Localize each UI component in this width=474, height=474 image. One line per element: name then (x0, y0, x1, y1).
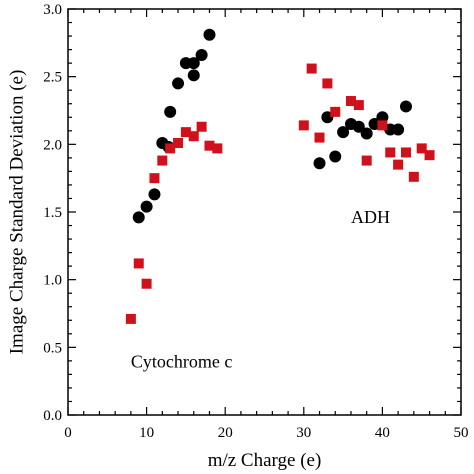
data-point-square (345, 96, 356, 107)
data-point-square (157, 155, 168, 166)
data-point-square (188, 131, 199, 142)
y-axis-title: Image Charge Standard Deviation (e) (6, 70, 27, 355)
data-point-square (361, 155, 372, 166)
data-point-square (165, 143, 176, 154)
data-point-square (424, 150, 435, 161)
y-tick-label: 2.5 (43, 70, 62, 86)
data-point-circle (187, 69, 200, 82)
data-point-square (330, 106, 341, 117)
data-point-square (141, 278, 152, 289)
data-point-circle (132, 211, 145, 224)
y-tick-label: 1.5 (43, 205, 62, 221)
data-point-square (408, 171, 419, 182)
data-point-circle (399, 100, 412, 113)
data-point-square (353, 100, 364, 111)
annotation-cytochrome-c: Cytochrome c (131, 352, 232, 372)
data-point-square (196, 121, 207, 132)
data-point-circle (392, 123, 405, 136)
data-point-square (377, 120, 388, 131)
data-point-circle (148, 188, 161, 201)
data-point-square (400, 147, 411, 158)
x-tick-label: 30 (296, 425, 311, 441)
data-point-square (149, 173, 160, 184)
data-point-square (125, 313, 136, 324)
tick-labels: 0 10 20 30 40 50 0.0 0.5 1.0 1.5 2.0 2.5 3.0 (43, 2, 468, 441)
y-tick-label: 1.0 (43, 273, 62, 289)
data-point-circle (164, 105, 177, 118)
data-point-square (385, 147, 396, 158)
data-point-square (212, 143, 223, 154)
data-point-circle (203, 28, 216, 41)
data-point-square (180, 127, 191, 138)
plot-frame (67, 8, 462, 416)
data-point-circle (140, 200, 153, 213)
y-tick-label: 3.0 (43, 2, 62, 18)
data-point-circle (360, 127, 373, 140)
data-point-circle (376, 111, 389, 124)
data-point-square (173, 137, 184, 148)
data-point-circle (313, 157, 326, 170)
data-point-circle (172, 77, 185, 90)
data-point-circle (329, 150, 342, 163)
points-layer (125, 28, 435, 324)
y-tick-label: 0.0 (43, 408, 62, 424)
data-point-circle (352, 120, 365, 133)
y-tick-label: 0.5 (43, 340, 62, 356)
data-point-square (133, 258, 144, 269)
data-point-square (322, 78, 333, 89)
x-tick-label: 40 (375, 425, 390, 441)
x-tick-label: 0 (64, 425, 72, 441)
data-point-square (314, 132, 325, 143)
data-point-circle (337, 126, 350, 139)
ticks-layer (67, 8, 462, 416)
annotation-adh: ADH (351, 207, 390, 227)
data-point-square (416, 143, 427, 154)
data-point-square (298, 120, 309, 131)
y-tick-label: 2.0 (43, 137, 62, 153)
data-point-square (204, 140, 215, 151)
x-axis-title: m/z Charge (e) (208, 450, 322, 471)
x-tick-label: 50 (454, 425, 469, 441)
x-tick-label: 10 (139, 425, 154, 441)
data-point-circle (187, 57, 200, 70)
data-point-square (393, 159, 404, 170)
data-point-square (306, 63, 317, 74)
data-point-circle (195, 49, 208, 62)
x-tick-label: 20 (218, 425, 233, 441)
